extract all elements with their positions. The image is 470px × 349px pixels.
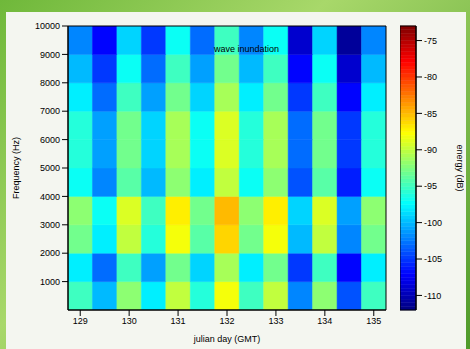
svg-text:4000: 4000 [40, 192, 60, 202]
svg-text:8000: 8000 [40, 78, 60, 88]
svg-text:-105: -105 [424, 254, 442, 264]
svg-text:1000: 1000 [40, 277, 60, 287]
svg-text:energy (dB): energy (dB) [455, 144, 464, 191]
svg-text:-95: -95 [424, 181, 437, 191]
svg-text:2000: 2000 [40, 248, 60, 258]
svg-text:131: 131 [171, 316, 186, 326]
svg-text:135: 135 [366, 316, 381, 326]
svg-text:130: 130 [122, 316, 137, 326]
svg-text:3000: 3000 [40, 220, 60, 230]
svg-text:-100: -100 [424, 218, 442, 228]
svg-text:134: 134 [317, 316, 332, 326]
svg-text:132: 132 [219, 316, 234, 326]
svg-text:-110: -110 [424, 291, 441, 301]
svg-text:129: 129 [73, 316, 88, 326]
svg-text:7000: 7000 [40, 106, 60, 116]
svg-text:wave inundation: wave inundation [213, 44, 279, 54]
svg-text:133: 133 [268, 316, 283, 326]
svg-text:10000: 10000 [35, 21, 60, 31]
svg-text:6000: 6000 [40, 135, 60, 145]
svg-text:-80: -80 [424, 72, 437, 82]
svg-text:5000: 5000 [40, 163, 60, 173]
svg-text:julian day (GMT): julian day (GMT) [193, 334, 261, 344]
svg-text:9000: 9000 [40, 50, 60, 60]
svg-text:-75: -75 [424, 36, 437, 46]
svg-text:Frequency (Hz): Frequency (Hz) [11, 137, 21, 199]
svg-text:-85: -85 [424, 109, 437, 119]
svg-text:-90: -90 [424, 145, 437, 155]
